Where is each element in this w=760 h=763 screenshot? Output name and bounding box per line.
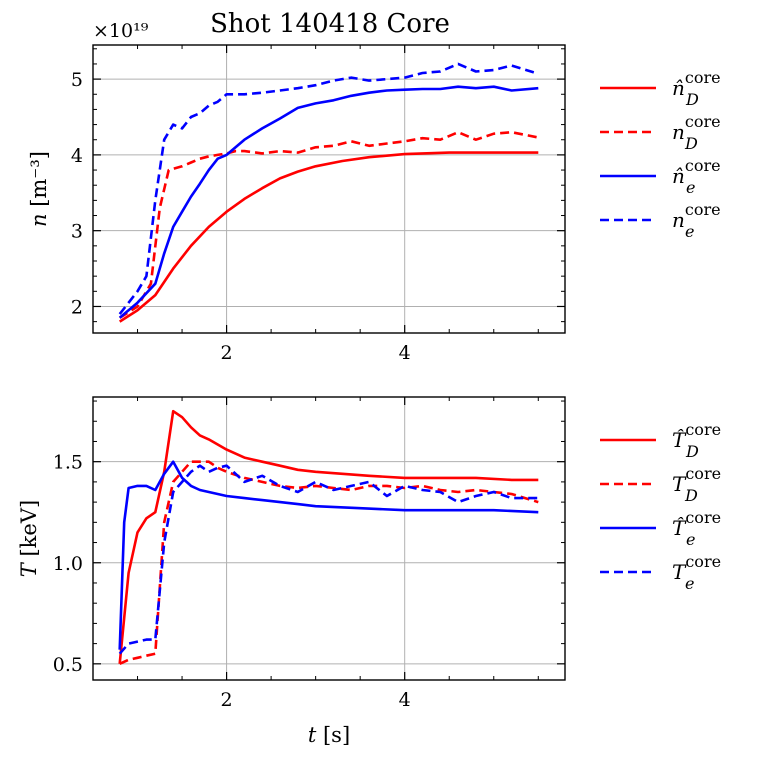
series-line-density-1 xyxy=(119,130,539,319)
series-line-temperature-2 xyxy=(118,460,539,650)
y-axis-unit: [m⁻³] xyxy=(27,151,51,213)
series-line-temperature-1 xyxy=(119,460,539,665)
x-tick-label: 2 xyxy=(221,689,233,711)
legend-label-0: n̂core D xyxy=(672,68,721,109)
series-line-density-3 xyxy=(118,62,539,315)
y-tick-label: 3 xyxy=(71,221,83,243)
y-tick-label: 5 xyxy=(71,69,83,91)
x-axis-unit: [s] xyxy=(316,723,350,747)
figure-title: Shot 140418 Core xyxy=(210,9,450,39)
series-line-temperature-3 xyxy=(118,464,539,655)
y-tick-label: 2 xyxy=(71,296,83,318)
y-tick-label: 4 xyxy=(71,145,83,167)
legend-label-0: T̂core D xyxy=(672,420,721,461)
legend-label-2: n̂core e xyxy=(672,156,721,197)
series-line-temperature-0 xyxy=(118,409,539,664)
series-line-density-2 xyxy=(118,85,539,319)
y-tick-label: 1.5 xyxy=(53,452,83,474)
y-axis-label: n [m⁻³] xyxy=(27,151,51,227)
x-axis-variable: t xyxy=(308,723,317,747)
y-axis-label: T [keV] xyxy=(17,500,41,577)
x-tick-label: 4 xyxy=(399,689,411,711)
y-axis-variable: T xyxy=(17,561,41,577)
legend-label-3: ncore e xyxy=(672,200,721,241)
y-tick-label: 0.5 xyxy=(53,654,83,676)
legend-label-2: T̂core e xyxy=(672,508,721,549)
x-tick-label: 4 xyxy=(399,342,411,364)
y-tick-label: 1.0 xyxy=(53,553,83,575)
x-tick-label: 2 xyxy=(221,342,233,364)
series-line-density-0 xyxy=(119,151,539,323)
axes-frame xyxy=(92,44,566,334)
legend-label-1: Tcore D xyxy=(672,464,721,505)
y-axis-variable: n xyxy=(27,213,51,227)
legend-label-1: ncore D xyxy=(672,112,721,153)
y-axis-unit: [keV] xyxy=(17,500,41,563)
x-axis-label: t [s] xyxy=(308,723,350,747)
axes-frame xyxy=(92,396,566,681)
legend-label-3: Tcore e xyxy=(672,552,721,593)
y-offset-text: ×10¹⁹ xyxy=(93,20,149,42)
